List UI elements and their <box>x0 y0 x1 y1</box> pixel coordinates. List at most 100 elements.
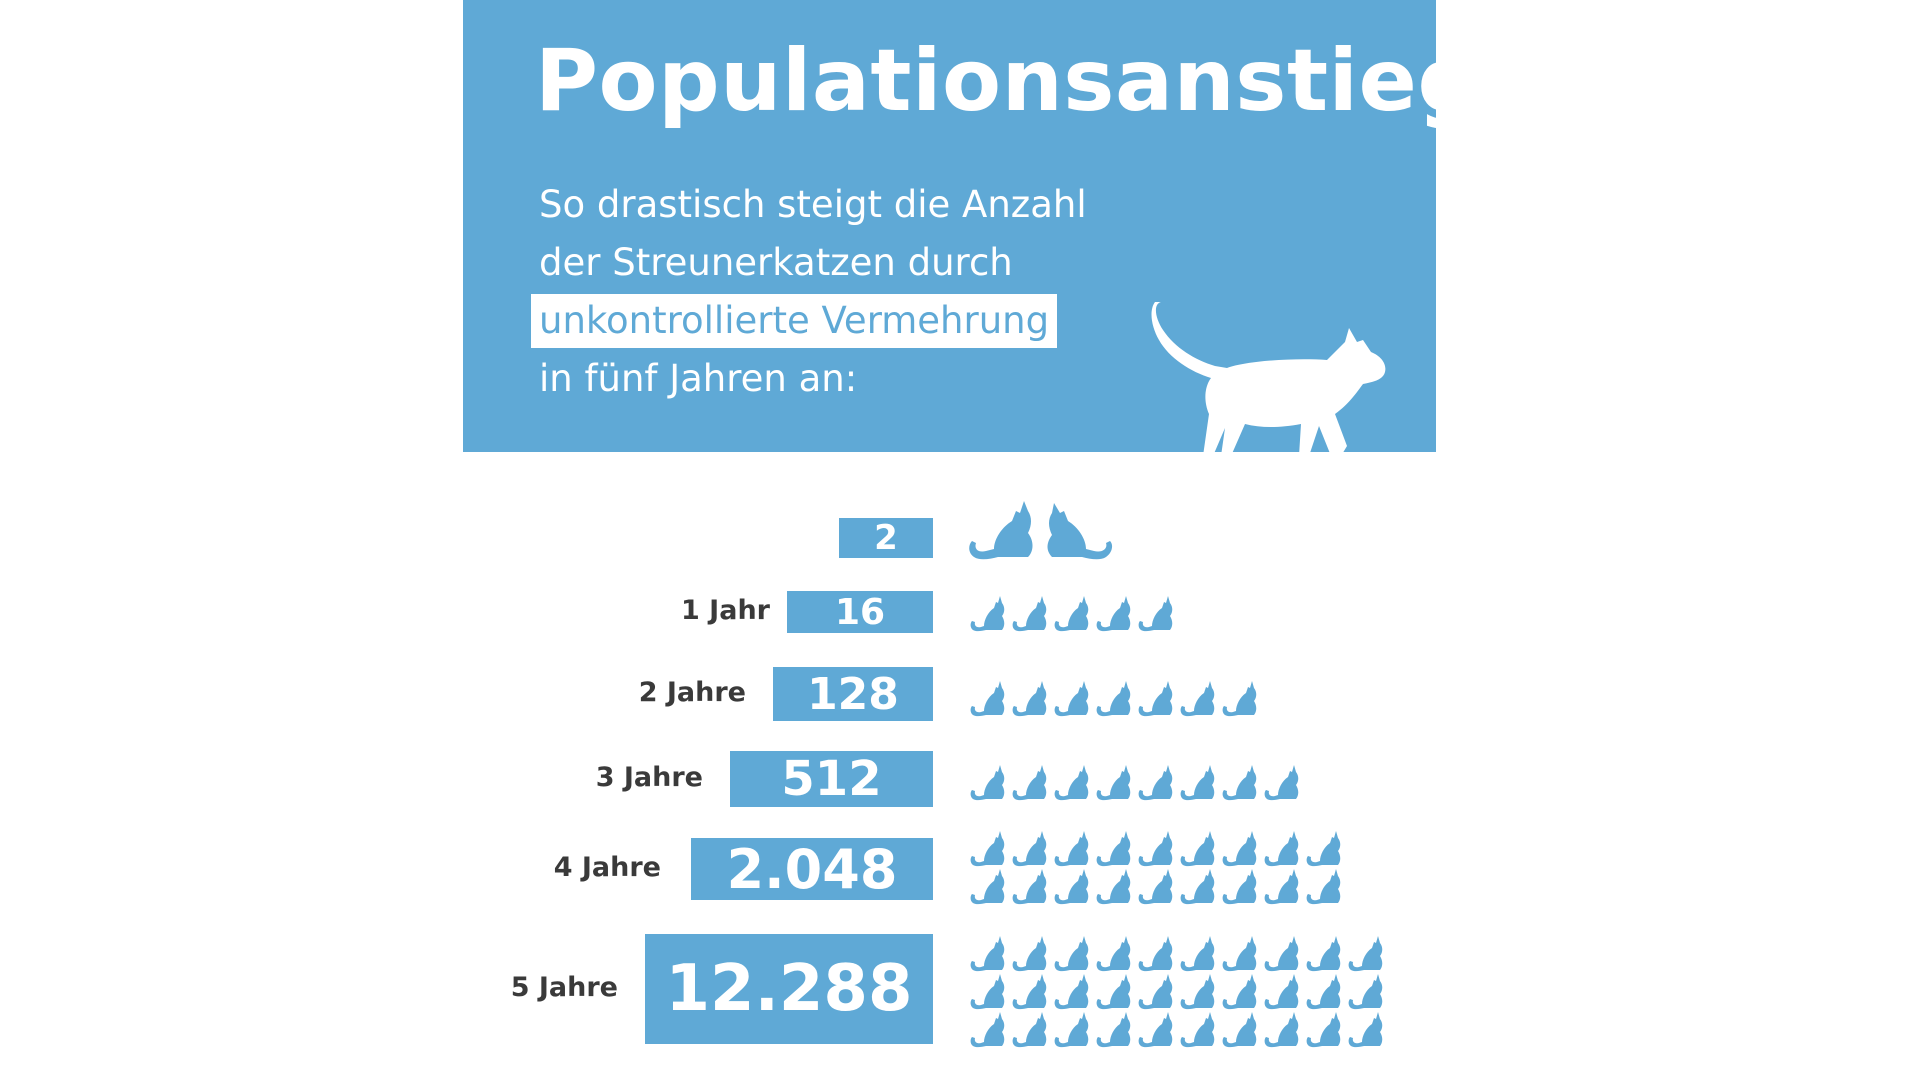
sitting-cat-icon <box>1264 1012 1299 1048</box>
sitting-cat-icon <box>970 869 1005 905</box>
sitting-cat-icon <box>1138 869 1173 905</box>
icon-line <box>968 763 1304 801</box>
sitting-cat-icon <box>1222 936 1257 972</box>
sitting-cat-icon <box>1096 869 1131 905</box>
row-label-year-4: 4 Jahre <box>553 852 661 883</box>
sitting-cat-icon <box>1054 936 1089 972</box>
subtitle: So drastisch steigt die Anzahl der Streu… <box>531 176 1087 408</box>
sitting-cat-icon <box>1306 936 1341 972</box>
icon-line <box>968 972 1388 1010</box>
sitting-cat-pair-icon <box>969 501 1113 560</box>
sitting-cat-icon <box>1054 974 1089 1010</box>
sitting-cat-icon <box>1012 831 1047 867</box>
sitting-cat-icon <box>1138 831 1173 867</box>
sitting-cat-icon <box>1264 936 1299 972</box>
sitting-cat-icon <box>1096 974 1131 1010</box>
cat-icons-year-1 <box>968 594 1178 632</box>
icon-line <box>968 829 1346 867</box>
sitting-cat-icon <box>1222 1012 1257 1048</box>
sitting-cat-icon <box>1222 869 1257 905</box>
value-bar-year-2: 128 <box>773 667 933 721</box>
sitting-cat-icon <box>1054 869 1089 905</box>
sitting-cat-icon <box>1306 869 1341 905</box>
sitting-cat-icon <box>970 681 1005 717</box>
row-year-3: 3 Jahre 512 <box>0 751 1920 807</box>
sitting-cat-icon <box>1138 936 1173 972</box>
sitting-cat-icon <box>1012 974 1047 1010</box>
sitting-cat-icon <box>1054 1012 1089 1048</box>
sitting-cat-icon <box>1096 681 1131 717</box>
subtitle-line-4: in fünf Jahren an: <box>539 357 858 400</box>
value-bar-year-4: 2.048 <box>691 838 933 901</box>
sitting-cat-icon <box>1264 974 1299 1010</box>
sitting-cat-icon <box>1222 681 1257 717</box>
walking-cat-icon <box>1151 302 1386 452</box>
sitting-cat-icon <box>1264 831 1299 867</box>
sitting-cat-icon <box>1348 974 1383 1010</box>
icon-line <box>968 679 1262 717</box>
sitting-cat-icon <box>1348 1012 1383 1048</box>
value-bar-year-3: 512 <box>730 751 933 807</box>
sitting-cat-icon <box>1012 869 1047 905</box>
sitting-cat-icon <box>970 596 1005 632</box>
subtitle-line-3-wrap: unkontrollierte Vermehrung <box>531 292 1087 350</box>
header-panel: Populationsanstieg So drastisch steigt d… <box>463 0 1436 452</box>
sitting-cat-icon <box>970 1012 1005 1048</box>
sitting-cat-icon <box>1012 1012 1047 1048</box>
sitting-cat-icon <box>1096 831 1131 867</box>
sitting-cat-icon <box>1138 974 1173 1010</box>
sitting-cat-icon <box>1012 681 1047 717</box>
value-bar-year-1: 16 <box>787 591 933 633</box>
sitting-cat-icon <box>1138 1012 1173 1048</box>
sitting-cat-icon <box>1138 765 1173 801</box>
sitting-cat-icon <box>1138 681 1173 717</box>
subtitle-highlight: unkontrollierte Vermehrung <box>531 294 1058 348</box>
sitting-cat-icon <box>1096 936 1131 972</box>
row-label-year-3: 3 Jahre <box>595 762 703 793</box>
subtitle-line-2: der Streunerkatzen durch <box>539 241 1013 284</box>
sitting-cat-icon <box>1096 765 1131 801</box>
icon-line <box>968 867 1346 905</box>
row-year-2: 2 Jahre 128 <box>0 667 1920 721</box>
icon-line <box>968 1010 1388 1048</box>
cat-icons-year-3 <box>968 763 1304 801</box>
sitting-cat-icon <box>1096 1012 1131 1048</box>
sitting-cat-icon <box>1306 1012 1341 1048</box>
row-start: 2 <box>0 501 1920 560</box>
subtitle-line-1: So drastisch steigt die Anzahl <box>539 183 1087 226</box>
sitting-cat-icon <box>1222 831 1257 867</box>
sitting-cat-icon <box>1096 596 1131 632</box>
sitting-cat-icon <box>1180 869 1215 905</box>
sitting-cat-icon <box>1180 765 1215 801</box>
sitting-cat-icon <box>1180 936 1215 972</box>
sitting-cat-icon <box>1138 596 1173 632</box>
sitting-cat-icon <box>1180 681 1215 717</box>
sitting-cat-icon <box>970 831 1005 867</box>
sitting-cat-icon <box>1306 831 1341 867</box>
cat-icons-year-2 <box>968 679 1262 717</box>
row-year-5: 5 Jahre 12.288 <box>0 934 1920 1048</box>
sitting-cat-icon <box>1180 974 1215 1010</box>
sitting-cat-icon <box>1012 596 1047 632</box>
sitting-cat-icon <box>1264 765 1299 801</box>
sitting-cat-icon <box>970 974 1005 1010</box>
icon-line <box>968 594 1178 632</box>
icon-line <box>968 499 1118 561</box>
sitting-cat-icon <box>1012 936 1047 972</box>
sitting-cat-icon <box>1306 974 1341 1010</box>
sitting-cat-icon <box>1054 765 1089 801</box>
sitting-cat-icon <box>1222 974 1257 1010</box>
sitting-cat-icon <box>1180 1012 1215 1048</box>
sitting-cat-icon <box>1054 681 1089 717</box>
cat-icons-year-4 <box>968 829 1346 905</box>
sitting-cat-icon <box>970 936 1005 972</box>
sitting-cat-icon <box>970 765 1005 801</box>
row-label-year-1: 1 Jahr <box>681 595 770 626</box>
sitting-cat-icon <box>1348 936 1383 972</box>
sitting-cat-icon <box>1054 596 1089 632</box>
sitting-cat-icon <box>1054 831 1089 867</box>
row-year-1: 1 Jahr 16 <box>0 591 1920 633</box>
row-year-4: 4 Jahre 2.048 <box>0 831 1920 905</box>
value-bar-start: 2 <box>839 518 933 558</box>
